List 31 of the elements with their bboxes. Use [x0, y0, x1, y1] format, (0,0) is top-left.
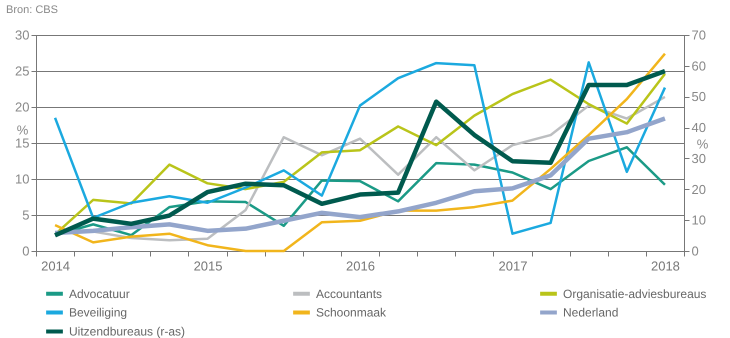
- text: Bron: CBS: [6, 4, 58, 16]
- x-tick-label: 2015: [194, 258, 222, 274]
- x-tick-label: 2016: [346, 258, 375, 274]
- y2-tick-label: 70: [692, 28, 706, 42]
- y-tick-label: 10: [15, 172, 30, 186]
- y-axis-title: %: [16, 122, 29, 138]
- legend-label: Schoonmaak: [316, 306, 388, 320]
- legend-label: Nederland: [563, 306, 618, 320]
- legend-label: Advocatuur: [69, 286, 130, 301]
- y2-tick-label: 10: [692, 212, 706, 228]
- x-tick-label: 2014: [41, 258, 70, 274]
- y2-tick-label: 30: [692, 150, 706, 166]
- legend-label: Organisatie-adviesbureaus: [563, 286, 706, 301]
- y2-tick-label: 20: [692, 182, 706, 197]
- y2-axis-title: %: [696, 136, 709, 152]
- legend-label: Beveiliging: [69, 306, 128, 320]
- legend-label: Accountants: [316, 286, 382, 301]
- y-tick-label: 0: [22, 244, 30, 258]
- y-tick-label: 15: [15, 136, 30, 150]
- y-tick-label: 25: [15, 64, 30, 78]
- y-tick-label: 20: [15, 100, 30, 114]
- y2-tick-label: 0: [692, 244, 699, 258]
- line-series: [52, 116, 668, 236]
- x-tick-label: 2017: [498, 258, 528, 274]
- y2-tick-label: 40: [692, 120, 706, 136]
- x-tick-label: 2018: [650, 258, 680, 274]
- legend-label: Uitzendbureaus (r-as): [69, 324, 186, 338]
- y-tick-label: 5: [22, 208, 30, 222]
- y2-tick-label: 50: [692, 89, 706, 104]
- y2-tick-label: 60: [692, 58, 706, 74]
- y-tick-label: 30: [15, 28, 30, 42]
